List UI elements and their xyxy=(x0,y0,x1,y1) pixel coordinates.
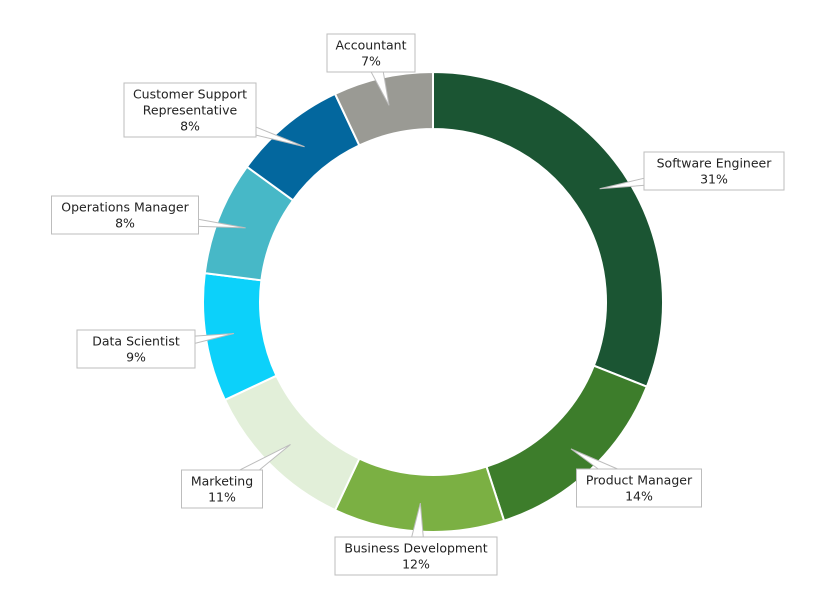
data-label-percent: 9% xyxy=(126,350,146,365)
data-label-percent: 8% xyxy=(180,119,200,134)
callout-box-fill xyxy=(336,538,496,574)
slice-software-engineer xyxy=(432,70,664,388)
data-label-percent: 14% xyxy=(625,489,653,504)
data-label-name: Customer Support xyxy=(133,87,247,102)
data-label-name: Operations Manager xyxy=(61,200,189,215)
data-label-name: Data Scientist xyxy=(92,334,180,349)
callout-box-fill xyxy=(52,197,198,233)
data-label-name: Product Manager xyxy=(586,473,693,488)
callout-box-fill xyxy=(328,35,414,71)
data-label-name: Accountant xyxy=(336,38,407,53)
callout-box-fill xyxy=(577,470,701,506)
data-label-name: Software Engineer xyxy=(657,156,773,171)
data-label-percent: 31% xyxy=(700,172,728,187)
slices-layer xyxy=(202,70,664,533)
callout-box-fill xyxy=(182,471,262,507)
data-label-percent: 11% xyxy=(208,490,236,505)
data-label-percent: 7% xyxy=(361,54,381,69)
callout-box-fill xyxy=(125,84,255,136)
data-label-name: Business Development xyxy=(344,541,487,556)
data-label-name: Marketing xyxy=(191,474,253,489)
data-label-name: Representative xyxy=(143,103,238,118)
data-label-percent: 12% xyxy=(402,557,430,572)
callout-box-fill xyxy=(78,331,194,367)
callout-box-fill xyxy=(645,153,783,189)
data-label-percent: 8% xyxy=(115,216,135,231)
slice-accountant xyxy=(333,70,434,147)
